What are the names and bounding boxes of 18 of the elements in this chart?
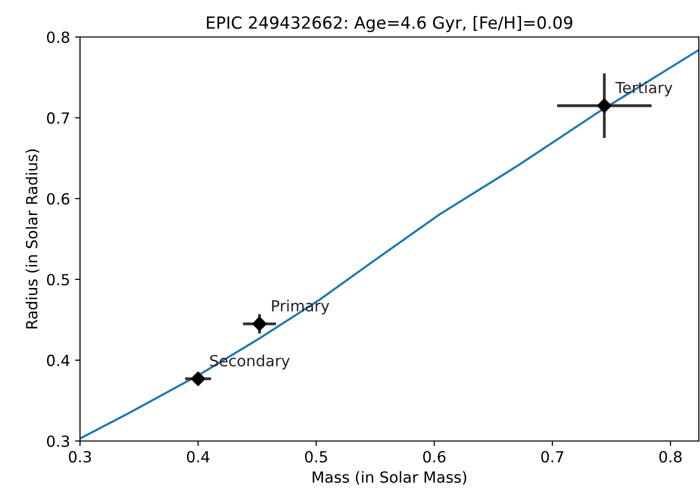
x-tick-label: 0.3 [68, 450, 91, 463]
y-tick-label: 0.7 [47, 112, 69, 124]
y-tick-label: 0.5 [47, 274, 69, 286]
y-tick-label: 0.6 [47, 193, 70, 205]
y-tick-label: 0.3 [47, 435, 70, 448]
y-tick-label: 0.8 [47, 31, 70, 44]
x-axis-title: Mass (in Solar Mass) [312, 471, 466, 485]
x-tick-label: 0.5 [305, 450, 328, 463]
x-tick-label: 0.7 [541, 450, 564, 463]
x-tick-label: 0.8 [659, 450, 682, 463]
y-tick-label: 0.4 [47, 354, 70, 366]
chart-title: EPIC 249432662: Age=4.6 Gyr, [Fe/H]=0.09 [206, 16, 572, 32]
point [190, 372, 206, 386]
point [252, 316, 267, 332]
x-tick-label: 0.4 [186, 450, 210, 463]
x-tick-label: 0.6 [423, 450, 446, 463]
point [597, 98, 612, 113]
y-axis-title: Radius (in Solar Radius) [26, 149, 40, 328]
